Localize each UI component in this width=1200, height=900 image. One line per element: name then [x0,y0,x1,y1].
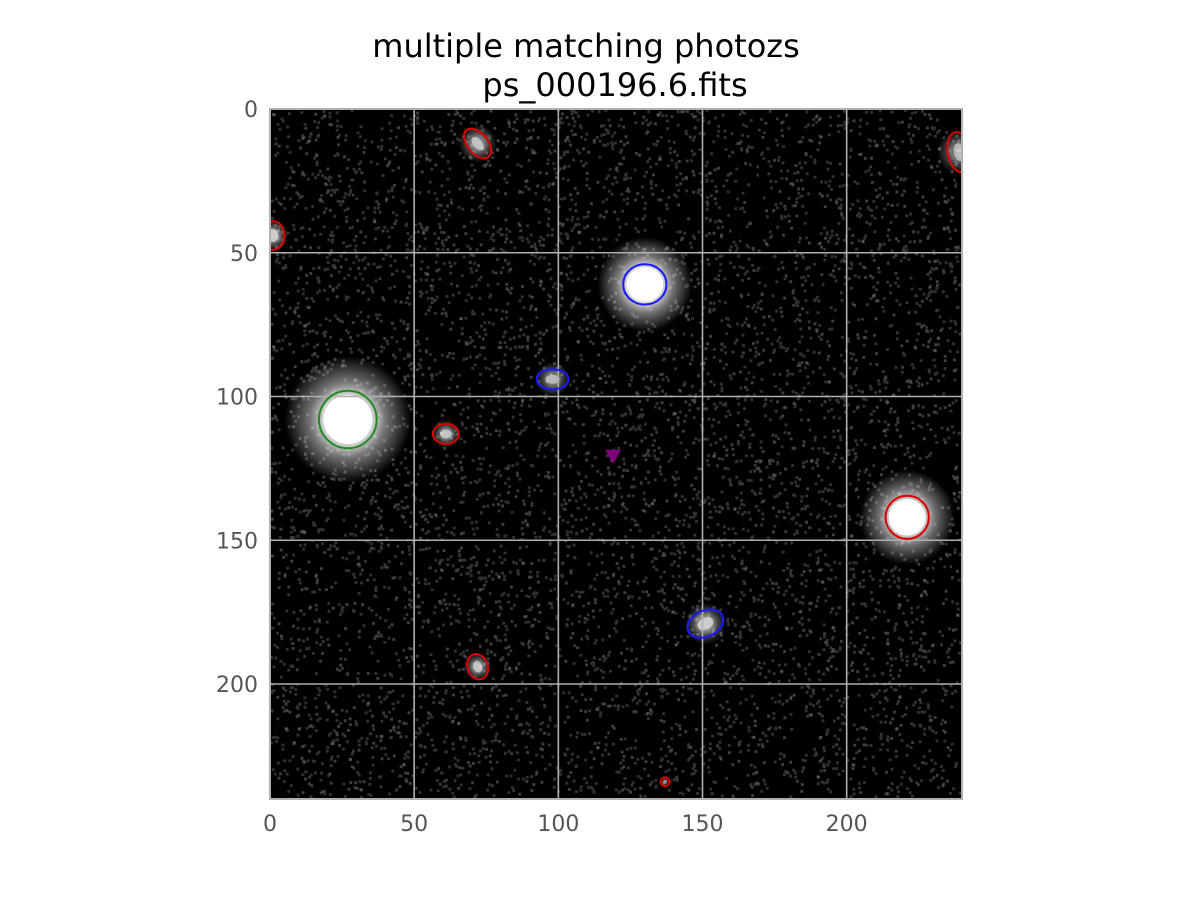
source-ellipse-red [466,653,490,681]
x-tick-label: 200 [826,812,868,837]
source-ellipse-red [463,127,493,160]
source-core [472,661,483,673]
y-tick-label: 200 [216,673,258,698]
plot-frame [269,108,963,800]
x-tick-label: 150 [682,812,724,837]
source-core [663,779,667,784]
tick-layer: 0 50 100 150 200 0 50 100 150 200 [216,98,868,837]
source-ellipse-red [946,131,962,174]
ellipse-layer [270,127,962,788]
source-core [323,395,373,444]
grid-layer [270,109,962,799]
source-core [888,498,926,536]
x-tick-label: 50 [400,812,428,837]
noise-layer [270,109,962,799]
image-panel [269,108,963,800]
triangle-down-marker [605,449,622,464]
source-core [471,136,484,151]
source-ellipse-green [318,389,378,450]
source-ellipse-blue [686,608,725,639]
title-line-1: multiple matching photozs [372,27,799,65]
source-core [545,374,560,384]
x-tick-label: 100 [537,812,579,837]
title-line-2: ps_000196.6.fits [482,66,747,104]
source-ellipse-red [884,494,930,540]
source-layer [270,124,962,787]
y-tick-label: 50 [230,242,258,267]
source-core [626,267,664,302]
noise-speckle [270,109,962,799]
source-glow [936,129,962,175]
y-tick-label: 0 [244,98,258,123]
marker-layer [605,449,622,464]
source-glow [660,776,670,787]
source-core [440,429,452,439]
source-core [697,617,714,630]
source-ellipse-blue [535,368,570,391]
source-ellipse-red [659,776,671,788]
source-ellipse-red [270,220,286,251]
source-ellipse-blue [622,263,668,306]
source-glow [270,219,289,252]
source-core [270,229,279,242]
y-tick-label: 100 [216,386,258,411]
source-ellipse-red [431,422,460,445]
x-tick-label: 0 [263,812,277,837]
y-tick-label: 150 [216,529,258,554]
